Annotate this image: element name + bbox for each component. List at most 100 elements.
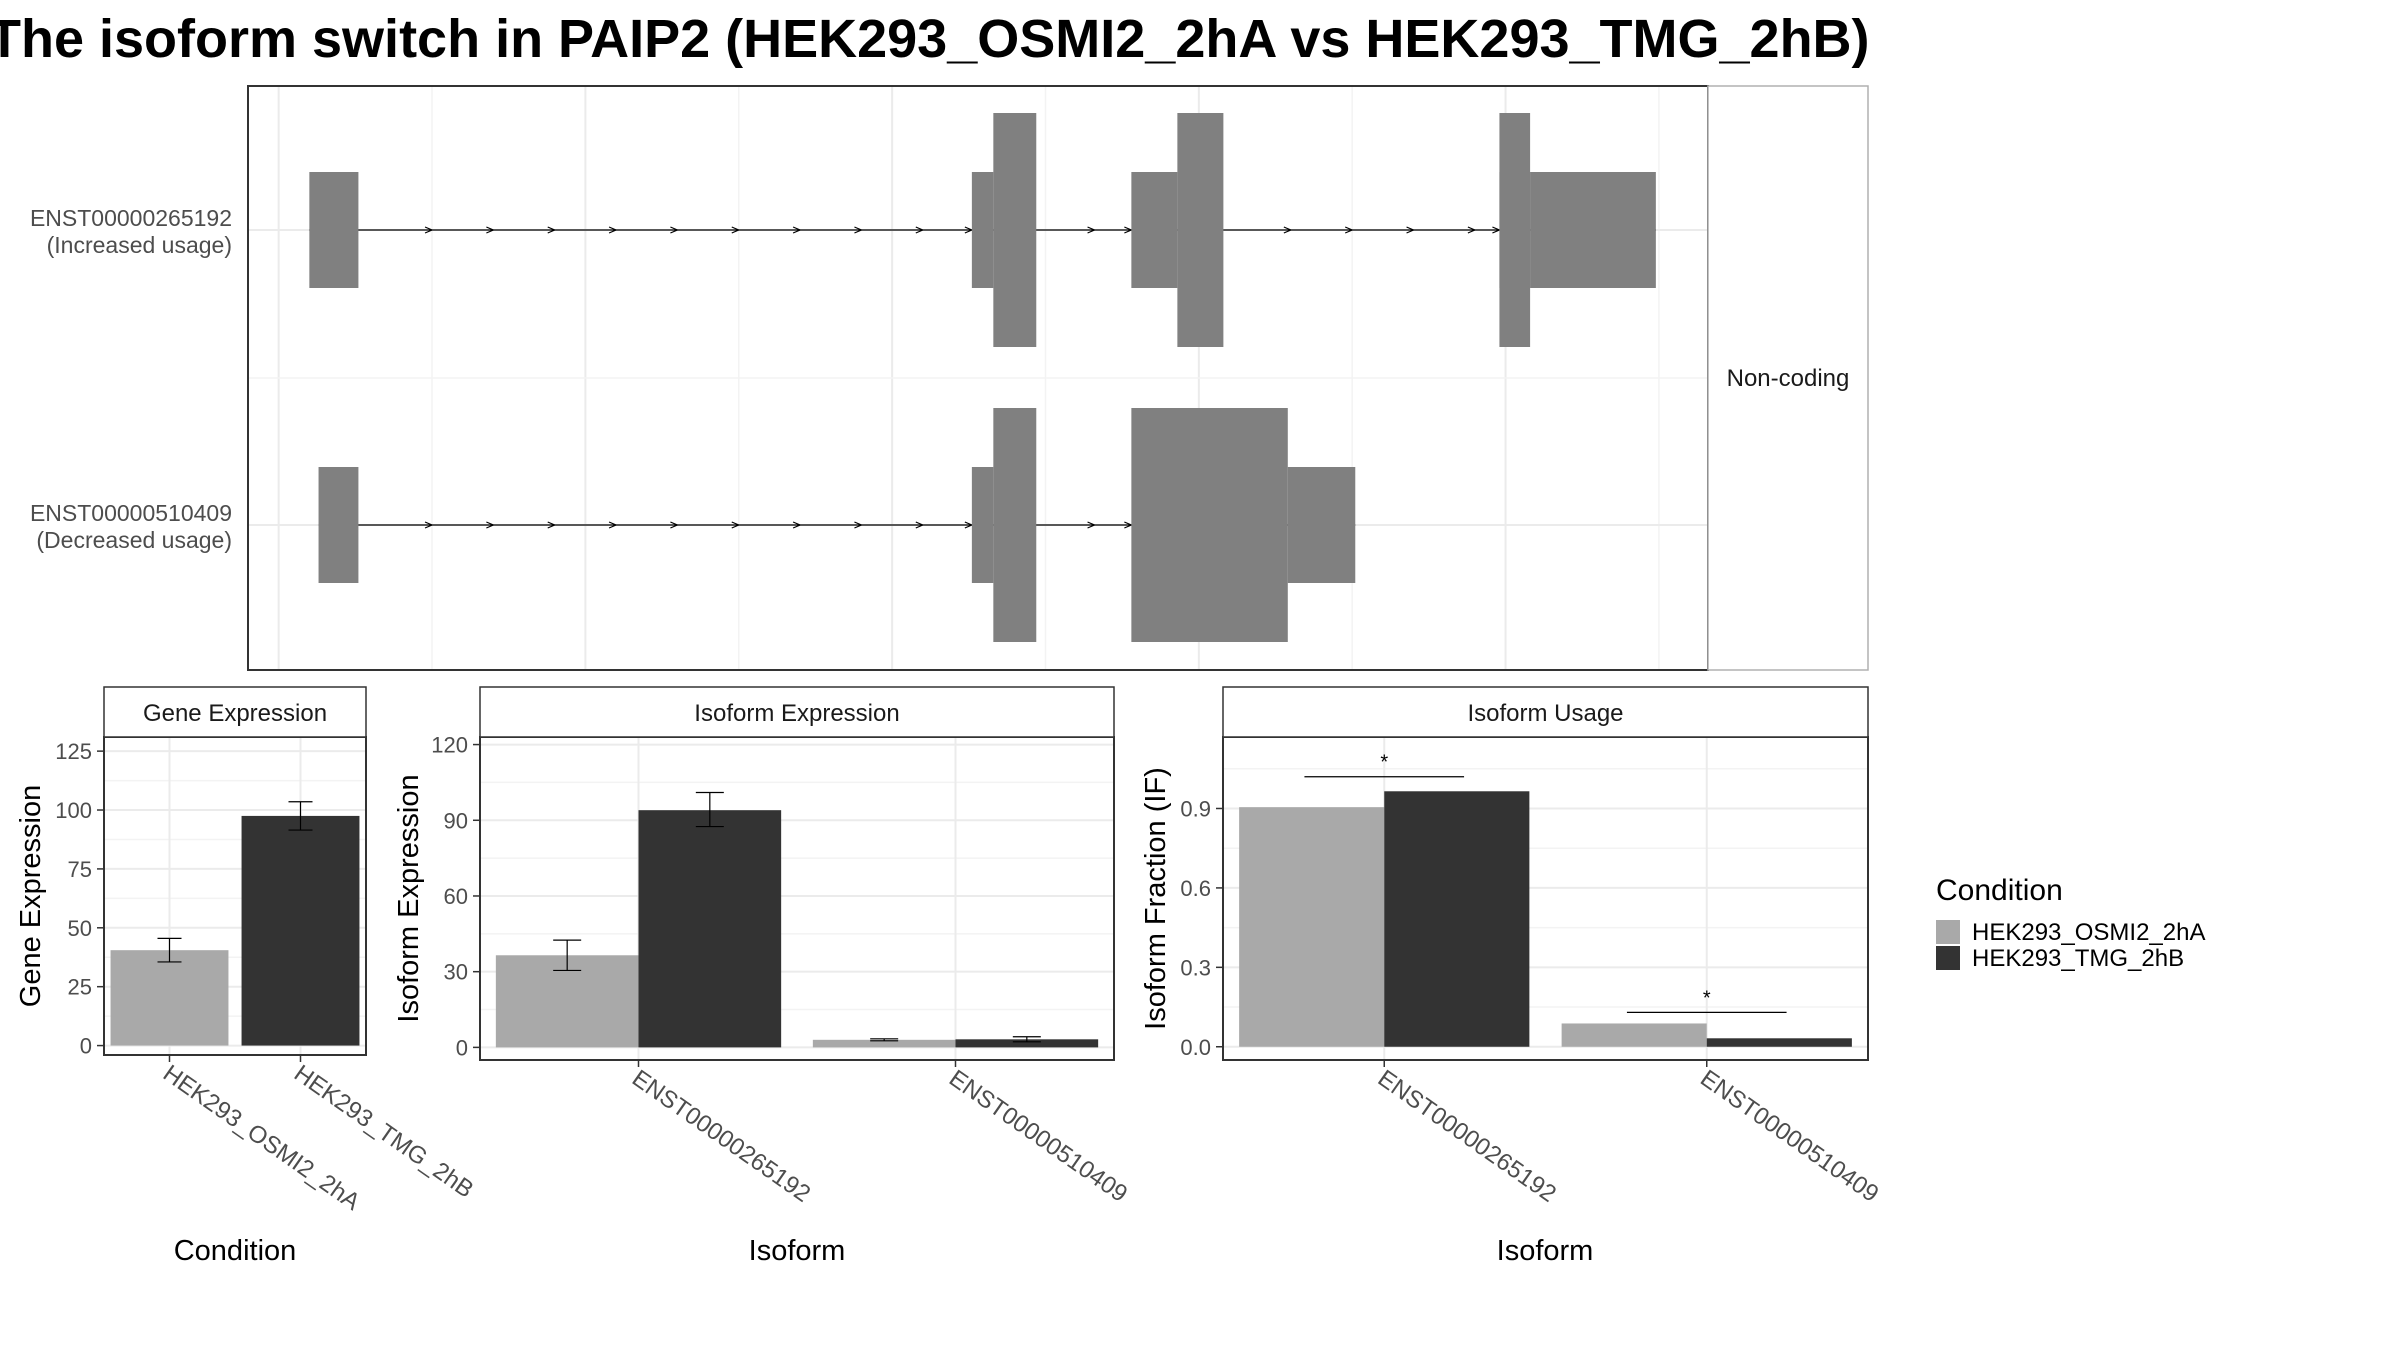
x-axis-title: Isoform — [749, 1235, 846, 1267]
bar — [812, 1039, 956, 1048]
y-tick-label: 90 — [444, 808, 468, 833]
error-bar — [157, 937, 182, 963]
exon-cds — [993, 113, 1037, 347]
exon-cds — [1131, 408, 1288, 642]
structure-panel: ENST00000265192(Increased usage) ENST0000… — [30, 85, 1869, 671]
error-bar — [1012, 1036, 1041, 1043]
intron-arrow-icon — [486, 521, 495, 529]
intron-arrow-icon — [547, 226, 557, 234]
intron-arrow-icon — [547, 521, 557, 529]
intron-arrow-icon — [1087, 226, 1097, 234]
x-axis-title: Condition — [174, 1235, 297, 1267]
exon-cds — [1177, 113, 1224, 347]
intron-arrow-icon — [854, 226, 863, 234]
significance-label: * — [1380, 752, 1388, 774]
x-tick-label: ENST00000510409 — [1695, 1065, 1883, 1208]
x-tick-label: ENST00000265192 — [627, 1065, 815, 1208]
exon-utr — [318, 467, 359, 583]
isoform-label: ENST00000265192 — [30, 205, 232, 231]
x-axis-title: Isoform — [1497, 1235, 1594, 1267]
y-tick-label: 125 — [55, 739, 92, 764]
y-tick-label: 75 — [68, 857, 92, 882]
y-tick-label: 100 — [55, 798, 92, 823]
y-tick-label: 30 — [444, 960, 468, 985]
error-bar — [288, 801, 313, 831]
y-tick-label: 50 — [68, 916, 92, 941]
intron-arrow-icon — [915, 521, 925, 529]
intron-arrow-icon — [731, 226, 741, 234]
intron-arrow-icon — [1124, 521, 1133, 529]
y-tick-label: 0.9 — [1180, 796, 1211, 821]
intron-arrow-icon — [1087, 521, 1097, 529]
isoform-label: ENST00000510409 — [30, 500, 232, 526]
intron-arrow-icon — [792, 521, 802, 529]
figure-title: The isoform switch in PAIP2 (HEK293_OSMI… — [0, 9, 1870, 69]
exon-utr — [1287, 467, 1356, 583]
legend-label: HEK293_OSMI2_2hA — [1972, 919, 2205, 946]
bar — [1561, 1023, 1707, 1047]
exon-cds — [993, 408, 1037, 642]
intron-arrow-icon — [608, 521, 618, 529]
panel-strip — [479, 686, 1115, 738]
bar — [638, 810, 782, 1048]
exon-utr — [1131, 172, 1178, 288]
intron-arrow-icon — [731, 521, 741, 529]
intron-arrow-icon — [792, 226, 802, 234]
intron-arrow-icon — [424, 521, 434, 529]
y-tick-label: 25 — [68, 975, 92, 1000]
intron-arrow-icon — [1124, 226, 1133, 234]
bar — [1239, 807, 1385, 1047]
intron-arrow-icon — [670, 226, 679, 234]
bar — [241, 815, 360, 1046]
intron-arrow-icon — [670, 521, 679, 529]
bar — [955, 1039, 1099, 1048]
intron-arrow-icon — [854, 521, 863, 529]
intron-arrow-icon — [1406, 226, 1416, 234]
isoform-usage-label: (Increased usage) — [47, 232, 232, 258]
legend-key — [1936, 920, 1960, 944]
bar — [1706, 1038, 1852, 1047]
isoform-usage-label: (Decreased usage) — [36, 527, 232, 553]
x-tick-label: ENST00000265192 — [1373, 1065, 1561, 1208]
intron-arrow-icon — [486, 226, 495, 234]
error-bar — [553, 939, 582, 972]
y-tick-label: 0.6 — [1180, 876, 1211, 901]
legend-label: HEK293_TMG_2hB — [1972, 945, 2184, 972]
bar — [1384, 791, 1530, 1047]
error-bar — [870, 1038, 899, 1042]
y-tick-label: 0.3 — [1180, 955, 1211, 980]
y-tick-label: 0.0 — [1180, 1035, 1211, 1060]
exon-cds — [1499, 113, 1531, 347]
y-axis-title: Isoform Expression — [393, 774, 425, 1022]
error-bar — [695, 791, 724, 828]
structure-strip — [1707, 85, 1869, 671]
y-tick-label: 120 — [431, 733, 468, 758]
panel-strip-title: Isoform Usage — [1467, 700, 1623, 727]
panel-strip — [103, 686, 367, 738]
legend-title: Condition — [1936, 874, 2063, 907]
legend-key — [1936, 946, 1960, 970]
panel-strip-title: Gene Expression — [143, 700, 327, 727]
y-tick-label: 0 — [80, 1034, 92, 1059]
panel-strip-title: Isoform Expression — [694, 700, 899, 727]
exon-utr — [971, 172, 994, 288]
panel-strip — [1222, 686, 1869, 738]
bar — [110, 950, 229, 1046]
intron-arrow-icon — [915, 226, 925, 234]
y-axis-title: Gene Expression — [15, 785, 47, 1007]
structure-strip-label: Non-coding — [1727, 365, 1850, 392]
intron-arrow-icon — [1467, 226, 1477, 234]
y-tick-label: 60 — [444, 884, 468, 909]
y-axis-title: Isoform Fraction (IF) — [1140, 767, 1172, 1030]
exon-utr — [971, 467, 994, 583]
intron-arrow-icon — [1283, 226, 1293, 234]
bar-panel-3: * * Isoform Usage 0.0 0.3 0.6 0.9 ENST000002651… — [1140, 686, 1884, 1267]
intron-arrow-icon — [424, 226, 434, 234]
intron-arrow-icon — [1344, 226, 1354, 234]
bar-panel-2: Isoform Expression 0 30 60 90 120 ENST00000265… — [393, 686, 1132, 1267]
significance-label: * — [1703, 987, 1711, 1009]
exon-utr — [309, 172, 359, 288]
exon-utr — [1530, 172, 1656, 288]
